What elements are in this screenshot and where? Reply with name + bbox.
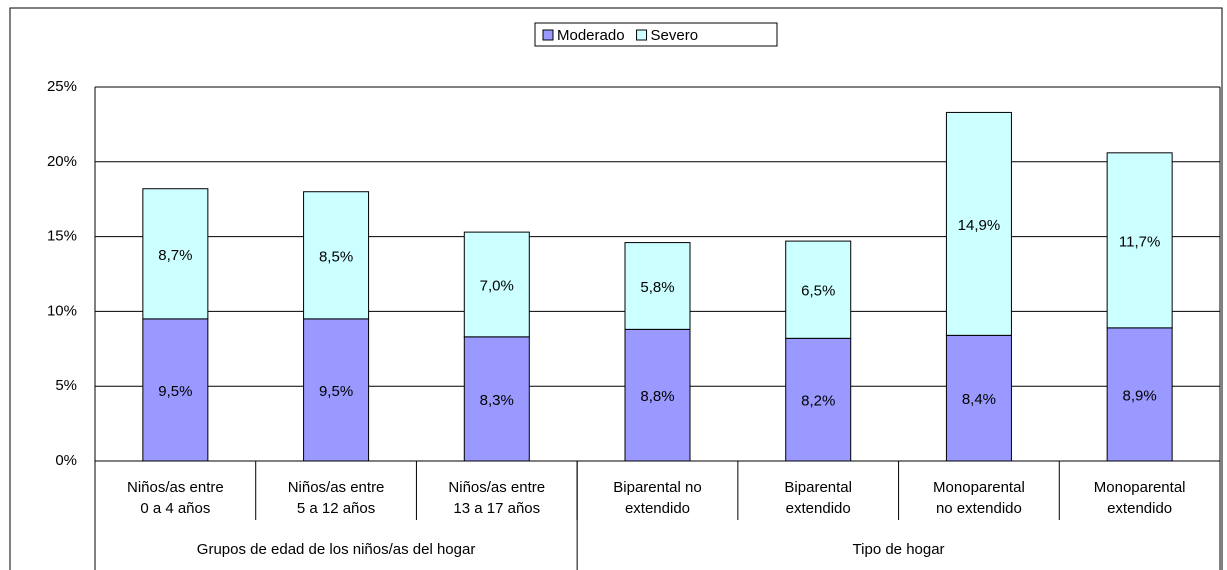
bar-segment	[624, 242, 691, 330]
data-label: 11,7%	[1119, 233, 1160, 250]
bar-segment	[945, 111, 1012, 336]
x-tick-label: Niños/as entre 0 a 4 años	[126, 479, 224, 517]
legend-label: Moderado	[557, 27, 625, 44]
y-tick-label: 10%	[47, 302, 77, 319]
x-tick-label: Monoparental no extendido	[933, 479, 1025, 517]
x-tick-label: Niños/as entre 5 a 12 años	[287, 479, 385, 517]
bar-segment	[1106, 327, 1173, 462]
data-label: 6,5%	[801, 283, 835, 300]
group-label: Grupos de edad de los niños/as del hogar	[196, 541, 476, 558]
data-label: 9,5%	[319, 383, 353, 400]
data-label: 8,9%	[1123, 387, 1157, 404]
bar-segment	[142, 318, 209, 462]
chart-border	[9, 7, 1223, 570]
legend-swatch	[542, 29, 554, 41]
x-tick-label: Monoparental extendido	[1093, 479, 1186, 517]
data-label: 8,4%	[962, 391, 996, 408]
bar-segment	[945, 334, 1012, 462]
data-label: 8,2%	[801, 393, 835, 410]
bar-segment	[303, 191, 370, 320]
data-label: 8,8%	[640, 388, 674, 405]
data-label: 14,9%	[958, 217, 1001, 234]
y-tick-label: 15%	[47, 228, 77, 245]
data-label: 7,0%	[480, 277, 514, 294]
x-tick-label: Niños/as entre 13 a 17 años	[448, 479, 546, 517]
data-label: 8,7%	[158, 247, 192, 264]
data-label: 9,5%	[158, 383, 192, 400]
data-label: 5,8%	[640, 279, 674, 296]
x-tick-label: Biparental no extendido	[613, 479, 702, 517]
legend-label: Severo	[651, 27, 699, 44]
bar-segment	[624, 328, 691, 462]
legend-swatch	[636, 29, 648, 41]
bar-segment	[142, 188, 209, 320]
x-tick-label: Biparental extendido	[784, 479, 852, 517]
data-label: 8,5%	[319, 248, 353, 265]
bar-segment	[463, 231, 530, 338]
y-tick-label: 20%	[47, 153, 77, 170]
bar-segment	[785, 337, 852, 462]
bar-segment	[785, 240, 852, 339]
bar-segment	[303, 318, 370, 462]
y-tick-label: 0%	[55, 452, 77, 469]
y-tick-label: 25%	[47, 78, 77, 95]
group-label: Tipo de hogar	[852, 541, 945, 558]
bar-segment	[1106, 152, 1173, 329]
legend-box	[534, 22, 778, 47]
data-label: 8,3%	[480, 392, 514, 409]
y-tick-label: 5%	[55, 377, 77, 394]
